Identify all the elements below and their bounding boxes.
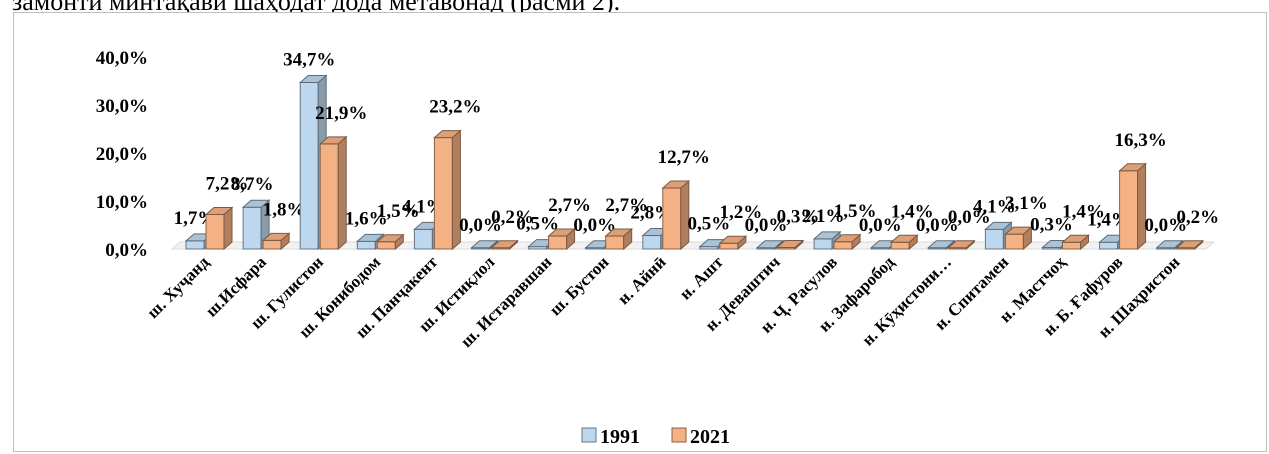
data-label: 23,2% xyxy=(429,97,481,118)
bar-2021 xyxy=(718,235,748,251)
legend-swatch xyxy=(581,427,597,443)
bar-1991 xyxy=(470,239,499,251)
bar-1991 xyxy=(984,221,1013,251)
legend-label: 2021 xyxy=(690,426,730,448)
legend-item-2021: 2021 xyxy=(671,426,730,448)
y-tick-label: 0,0% xyxy=(105,240,148,261)
category-label: ш. Хуҷанд xyxy=(143,252,213,322)
chart-area: 0,0% 10,0% 20,0% 30,0% 40,0% 1,7% 7,2% ш. Хуҷан… xyxy=(13,12,1267,452)
data-label: 1,4% xyxy=(1062,201,1105,222)
data-label: 7,2% xyxy=(206,173,249,194)
data-label: 1,5% xyxy=(834,201,877,222)
legend-swatch xyxy=(671,427,687,443)
data-label: 0,0% xyxy=(459,215,502,236)
data-label: 0,2% xyxy=(1176,207,1219,228)
data-label: 0,0% xyxy=(948,207,991,228)
data-label: 4,1% xyxy=(973,196,1016,217)
data-label: 0,0% xyxy=(916,215,959,236)
data-label: 0,5% xyxy=(688,214,731,235)
data-label: 0,0% xyxy=(745,215,788,236)
bar-2021 xyxy=(1118,162,1147,251)
bar-2021 xyxy=(547,227,576,251)
y-tick-label: 30,0% xyxy=(96,96,148,117)
data-label: 3,1% xyxy=(1005,193,1048,214)
data-label: 12,7% xyxy=(658,147,710,168)
bar-2021 xyxy=(1175,239,1205,251)
data-label: 1,6% xyxy=(345,208,388,229)
data-label: 0,0% xyxy=(573,215,616,236)
data-label: 1,5% xyxy=(377,201,420,222)
bar-1991 xyxy=(926,239,956,251)
bar-2021 xyxy=(604,227,634,251)
data-label: 8,7% xyxy=(231,174,274,195)
bar-1991 xyxy=(241,199,271,251)
category-label: ш. Бустон xyxy=(546,252,613,319)
y-tick-label: 40,0% xyxy=(96,48,148,69)
data-label: 0,0% xyxy=(859,215,902,236)
bar-2021 xyxy=(832,233,862,251)
data-label: 2,7% xyxy=(605,195,648,216)
bar-2021 xyxy=(375,233,405,251)
data-label: 0,5% xyxy=(516,214,559,235)
data-label: 0,3% xyxy=(1030,215,1073,236)
bar-2021 xyxy=(661,179,691,251)
bar-2021 xyxy=(1061,234,1090,251)
legend-label: 1991 xyxy=(600,426,640,448)
category-label: н. Айнӣ xyxy=(614,252,670,308)
data-label: 16,3% xyxy=(1114,130,1166,151)
legend-item-1991: 1991 xyxy=(581,426,640,448)
bar-2021 xyxy=(1004,226,1033,251)
y-tick-label: 10,0% xyxy=(96,192,148,213)
data-label: 0,2% xyxy=(491,207,534,228)
data-label: 0,0% xyxy=(1144,215,1187,236)
bar-2021 xyxy=(204,206,234,251)
bar-2021 xyxy=(433,129,462,251)
data-label: 1,4% xyxy=(891,201,934,222)
bar-2021 xyxy=(946,239,976,251)
bar-2021 xyxy=(889,234,919,251)
category-label: н. Ашт xyxy=(676,252,728,304)
bar-2021 xyxy=(775,239,805,251)
data-label: 1,2% xyxy=(720,202,763,223)
bar-2021 xyxy=(318,135,348,251)
data-label: 1,8% xyxy=(263,199,306,220)
data-label: 34,7% xyxy=(283,49,335,70)
data-label: 2,1% xyxy=(802,206,845,227)
bar-2021 xyxy=(490,239,519,251)
data-label: 21,9% xyxy=(315,103,367,124)
data-label: 2,7% xyxy=(548,195,591,216)
bar-chart: 0,0%10,0%20,0%30,0%40,0%1,7%7,2%ш. Хуҷан… xyxy=(96,48,1219,448)
bar-2021 xyxy=(261,232,291,251)
data-label: 0,3% xyxy=(777,207,820,228)
y-tick-label: 20,0% xyxy=(96,144,148,165)
